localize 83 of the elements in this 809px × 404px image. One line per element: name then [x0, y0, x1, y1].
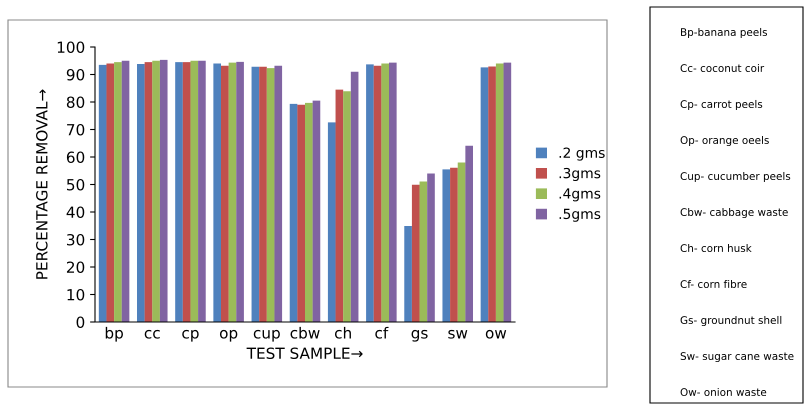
bar	[297, 104, 305, 322]
x-tick-label: cup	[254, 330, 280, 342]
text: Cc- coconut coir	[680, 64, 764, 72]
bar	[442, 169, 450, 322]
x-tick-label: cf	[375, 326, 389, 339]
text: Bp-banana peels	[681, 28, 768, 38]
bar	[236, 62, 244, 322]
y-tick-label: 30	[67, 234, 84, 246]
bar	[98, 64, 106, 322]
bar	[389, 62, 397, 322]
bar	[114, 62, 122, 322]
text: Cp- carrot peels	[680, 100, 762, 110]
text: Ow- onion waste	[680, 388, 766, 396]
bar	[266, 68, 274, 322]
bar	[350, 72, 358, 322]
bar	[305, 102, 313, 322]
bar	[504, 62, 512, 322]
y-axis-title: PERCENTAGE REMOVAL→	[36, 89, 48, 279]
y-tick-label: 60	[66, 151, 84, 164]
y-tick-label: 0	[76, 316, 84, 328]
text: Op- orange oeels	[680, 136, 769, 146]
bar	[374, 66, 382, 322]
bar	[381, 64, 389, 322]
x-tick-label: ow	[486, 330, 506, 339]
bar	[175, 62, 183, 322]
bar	[343, 91, 351, 322]
bar	[259, 66, 267, 322]
x-tick-label: op	[220, 330, 238, 342]
bar	[221, 66, 229, 322]
bar	[336, 90, 344, 322]
bar	[427, 174, 435, 322]
y-tick-label: 50	[67, 178, 84, 191]
bar	[496, 64, 504, 322]
y-tick-label: 80	[66, 96, 84, 108]
bar	[458, 162, 466, 322]
bar	[480, 67, 488, 322]
text: Cup- cucumber peels	[680, 172, 790, 182]
bar	[190, 60, 198, 322]
bar	[144, 62, 152, 322]
text: Cbw- cabbage waste	[680, 208, 788, 218]
bar	[420, 181, 428, 322]
x-tick-label: sw	[448, 330, 468, 339]
bar	[152, 60, 160, 322]
x-tick-label: bp	[106, 326, 123, 342]
bar	[412, 184, 420, 322]
text: Ch- corn husk	[680, 244, 752, 252]
x-tick-label: gs	[412, 330, 428, 342]
y-tick-label: 90	[66, 68, 84, 81]
text: Gs- groundnut shell	[680, 316, 782, 326]
x-axis-title: TEST SAMPLE→	[246, 347, 363, 360]
bar	[328, 122, 336, 322]
x-tick-label: ch	[334, 326, 351, 339]
legend-label: .2 gms	[560, 147, 605, 161]
x-tick-label: cbw	[290, 326, 320, 339]
bar	[465, 146, 473, 322]
bar	[274, 66, 282, 322]
y-tick-label: 20	[66, 261, 84, 274]
legend-label: .3gms	[560, 168, 600, 182]
bar	[404, 226, 412, 322]
x-tick-label: cp	[182, 330, 199, 342]
bar	[106, 64, 114, 322]
legend-label: .4gms	[560, 188, 600, 202]
bar	[366, 64, 374, 322]
bar	[182, 62, 190, 322]
bar	[198, 60, 206, 322]
bar	[252, 66, 260, 322]
bar	[488, 66, 496, 322]
bar	[160, 60, 168, 322]
bar	[213, 64, 221, 322]
y-tick-label: 40	[66, 206, 84, 218]
y-tick-label: 10	[68, 288, 84, 301]
text: Sw- sugar cane waste	[680, 352, 794, 362]
legend-label: .5gms	[560, 208, 600, 222]
bar	[312, 100, 320, 322]
bar	[137, 64, 145, 322]
bar	[450, 168, 458, 322]
bar	[122, 60, 130, 322]
bar	[228, 62, 236, 322]
bar	[290, 104, 298, 322]
y-tick-label: 70	[67, 124, 84, 136]
text: Cf- corn fibre	[680, 280, 747, 288]
x-tick-label: cc	[144, 330, 160, 339]
y-tick-label: 100	[58, 41, 84, 54]
